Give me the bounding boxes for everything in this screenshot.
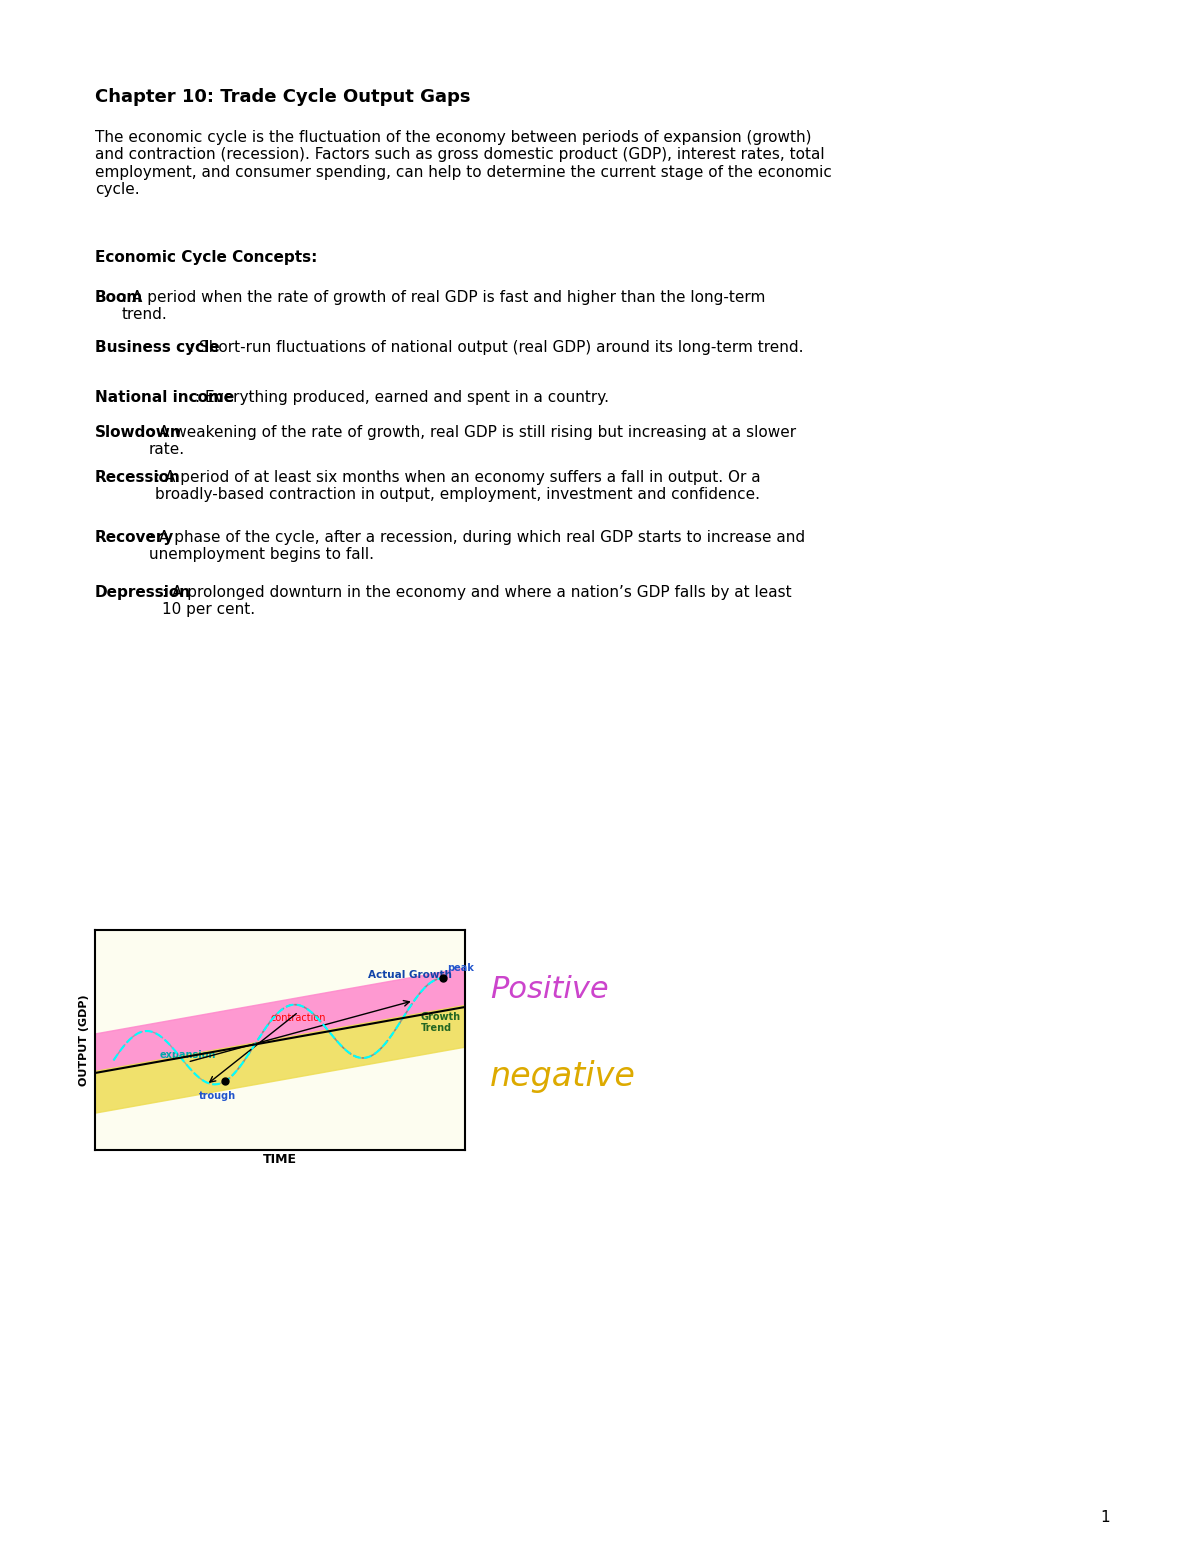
Text: : A prolonged downturn in the economy and where a nation’s GDP falls by at least: : A prolonged downturn in the economy an… <box>162 585 792 618</box>
Text: Slowdown: Slowdown <box>95 426 181 439</box>
Text: trough: trough <box>199 1092 236 1101</box>
Text: Economic Cycle Concepts:: Economic Cycle Concepts: <box>95 250 317 266</box>
Text: 1: 1 <box>1100 1510 1110 1525</box>
Text: : A period of at least six months when an economy suffers a fall in output. Or a: : A period of at least six months when a… <box>155 471 761 503</box>
Text: Positive: Positive <box>490 975 608 1003</box>
Text: National income: National income <box>95 390 234 405</box>
Text: Depression: Depression <box>95 585 191 599</box>
Text: Recovery: Recovery <box>95 530 174 545</box>
Text: Actual Growth: Actual Growth <box>367 969 451 980</box>
Text: : A weakening of the rate of growth, real GDP is still rising but increasing at : : A weakening of the rate of growth, rea… <box>149 426 796 458</box>
Text: negative: negative <box>490 1061 636 1093</box>
Text: peak: peak <box>446 963 474 972</box>
Text: Recession: Recession <box>95 471 181 485</box>
Text: expansion: expansion <box>160 1050 216 1059</box>
Text: The economic cycle is the fluctuation of the economy between periods of expansio: The economic cycle is the fluctuation of… <box>95 130 832 197</box>
Text: : Short-run fluctuations of national output (real GDP) around its long-term tren: : Short-run fluctuations of national out… <box>188 340 803 356</box>
Text: : A period when the rate of growth of real GDP is fast and higher than the long-: : A period when the rate of growth of re… <box>122 290 766 323</box>
Text: : A phase of the cycle, after a recession, during which real GDP starts to incre: : A phase of the cycle, after a recessio… <box>149 530 805 562</box>
Text: Boom: Boom <box>95 290 143 304</box>
Text: Growth
Trend: Growth Trend <box>421 1011 461 1033</box>
Text: : Everything produced, earned and spent in a country.: : Everything produced, earned and spent … <box>196 390 610 405</box>
Text: Chapter 10: Trade Cycle Output Gaps: Chapter 10: Trade Cycle Output Gaps <box>95 89 470 106</box>
Y-axis label: OUTPUT (GDP): OUTPUT (GDP) <box>79 994 90 1086</box>
Text: contraction: contraction <box>271 1013 326 1023</box>
Text: Business cycle: Business cycle <box>95 340 220 356</box>
X-axis label: TIME: TIME <box>263 1152 298 1166</box>
